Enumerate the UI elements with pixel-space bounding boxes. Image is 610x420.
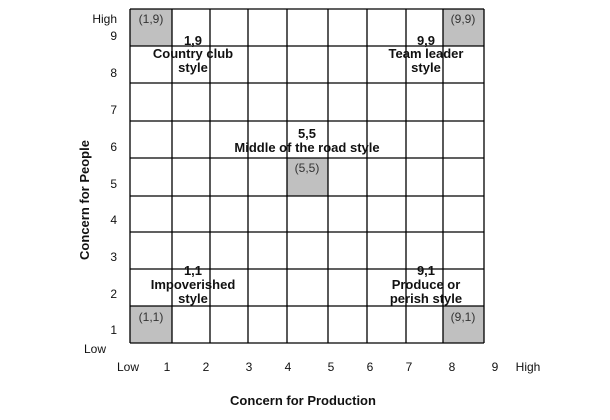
x-tick-label: 8 [449,360,456,374]
y-tick-label: 5 [110,177,117,191]
y-tick-label: Low [84,342,106,356]
x-tick-label: 2 [203,360,210,374]
produce-perish-label-2: perish style [390,291,462,306]
label-1-1-cell: (1,1) [139,310,164,324]
y-tick-label: 1 [110,323,117,337]
produce-perish-label: Produce or [392,277,461,292]
x-tick-label: 1 [164,360,171,374]
country-club-coord: 1,9 [184,33,202,48]
y-axis-ticks: High 9 8 7 6 5 4 3 2 1 Low [84,12,117,356]
shaded-cells [130,9,484,343]
y-tick-label: 2 [110,287,117,301]
y-axis-title: Concern for People [77,140,92,260]
label-9-1-cell: (9,1) [451,310,476,324]
team-leader-label: Team leader [389,46,464,61]
middle-road-label: Middle of the road style [234,140,379,155]
y-tick-label: 8 [110,66,117,80]
shaded-cell [130,9,172,46]
middle-road-coord: 5,5 [298,126,316,141]
impoverished-coord: 1,1 [184,263,202,278]
y-tick-label: 3 [110,250,117,264]
x-tick-label: 7 [406,360,413,374]
x-tick-label: 4 [285,360,292,374]
shaded-cell [443,306,484,343]
country-club-label-2: style [178,60,208,75]
label-1-9-cell: (1,9) [139,12,164,26]
y-tick-label: 9 [110,29,117,43]
x-tick-label: 6 [367,360,374,374]
y-tick-label: High [92,12,117,26]
y-tick-label: 4 [110,213,117,227]
x-tick-label: Low [117,360,139,374]
team-leader-label-2: style [411,60,441,75]
country-club-label: Country club [153,46,233,61]
shaded-cell [130,306,172,343]
impoverished-label-2: style [178,291,208,306]
y-tick-label: 6 [110,140,117,154]
x-tick-label: 5 [328,360,335,374]
produce-perish-coord: 9,1 [417,263,435,278]
x-tick-label: 3 [246,360,253,374]
shaded-cell [443,9,484,46]
grid-lines [129,8,485,344]
x-tick-label: High [516,360,541,374]
x-tick-label: 9 [492,360,499,374]
label-5-5-cell: (5,5) [295,161,320,175]
impoverished-label: Impoverished [151,277,236,292]
shaded-cell [287,158,328,196]
y-tick-label: 7 [110,103,117,117]
x-axis-title: Concern for Production [230,393,376,408]
label-9-9-cell: (9,9) [451,12,476,26]
team-leader-coord: 9,9 [417,33,435,48]
x-axis-ticks: Low 1 2 3 4 5 6 7 8 9 High [117,360,540,374]
